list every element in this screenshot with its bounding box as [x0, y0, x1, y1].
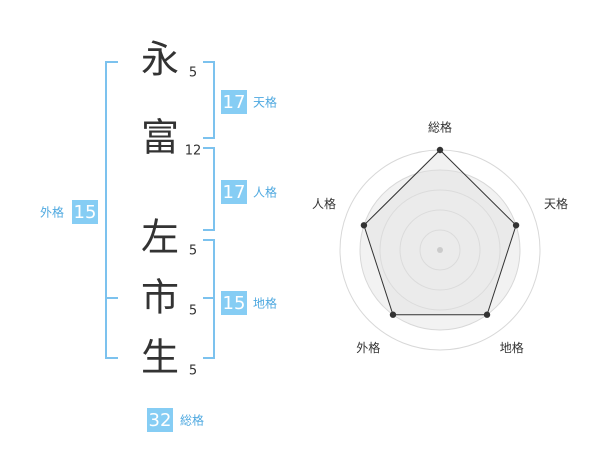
radar-point	[360, 222, 368, 229]
radar-point	[483, 311, 491, 318]
radar-axis-label: 天格	[544, 196, 568, 211]
kaku-value: 17	[223, 182, 246, 203]
kaku-label: 天格	[253, 95, 277, 110]
kaku-box	[221, 90, 247, 114]
radar-axis-label: 人格	[312, 196, 336, 211]
bracket-tenkaku	[203, 61, 215, 139]
radar-axis-label: 地格	[500, 340, 524, 355]
bracket-gaikaku	[105, 61, 118, 359]
kaku-box	[72, 200, 98, 224]
kaku-box	[147, 408, 173, 432]
radar-axis-label: 外格	[356, 340, 380, 355]
name-char: 生	[141, 336, 179, 380]
radar-center	[437, 247, 443, 253]
stroke-count: 5	[189, 364, 197, 379]
kaku-value: 17	[223, 92, 246, 113]
bracket-chikaku	[203, 239, 215, 359]
name-char: 永	[141, 38, 179, 82]
radar-point	[512, 222, 520, 229]
kaku-label: 総格	[180, 413, 204, 428]
name-char: 市	[141, 276, 179, 320]
name-char: 富	[141, 116, 179, 160]
kaku-value: 15	[223, 293, 246, 314]
radar-area	[363, 149, 517, 316]
kaku-label: 人格	[253, 185, 277, 200]
stroke-count: 5	[189, 244, 197, 259]
stroke-count: 5	[189, 66, 197, 81]
name-char: 左	[141, 216, 179, 260]
kaku-label: 外格	[40, 205, 64, 220]
bracket-jinkaku	[203, 147, 215, 231]
stroke-count: 12	[185, 144, 202, 159]
radar-point	[389, 311, 397, 318]
kaku-box	[221, 291, 247, 315]
brackets	[105, 61, 215, 359]
radar-axis-label: 総格	[428, 120, 452, 135]
kaku-value: 32	[149, 410, 172, 431]
kaku-box	[221, 180, 247, 204]
kaku-label: 地格	[253, 296, 277, 311]
radar-point	[436, 146, 444, 154]
stroke-count: 5	[189, 304, 197, 319]
kaku-value: 15	[74, 202, 97, 223]
